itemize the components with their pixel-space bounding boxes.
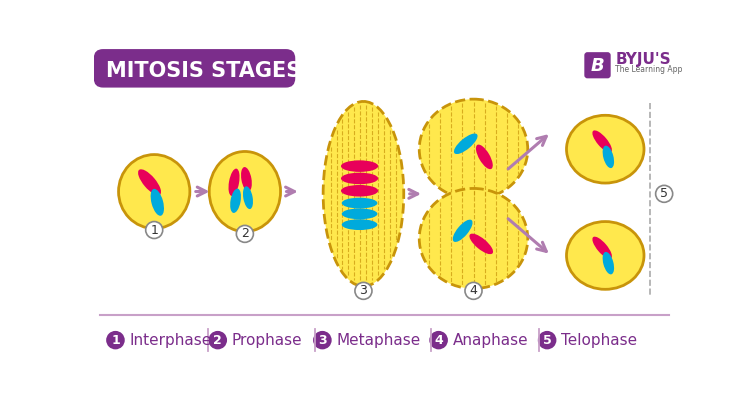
Circle shape <box>209 331 227 349</box>
Circle shape <box>106 331 124 349</box>
FancyBboxPatch shape <box>94 49 296 88</box>
Ellipse shape <box>603 146 614 168</box>
Ellipse shape <box>341 160 378 172</box>
Circle shape <box>313 331 332 349</box>
Ellipse shape <box>470 234 493 254</box>
Ellipse shape <box>241 167 252 191</box>
Circle shape <box>236 225 254 243</box>
Ellipse shape <box>342 209 377 219</box>
Circle shape <box>656 185 673 202</box>
Text: The Learning App: The Learning App <box>615 65 682 74</box>
Text: Metaphase: Metaphase <box>336 333 421 348</box>
Text: 1: 1 <box>150 224 158 236</box>
Circle shape <box>465 282 482 299</box>
Ellipse shape <box>118 155 190 229</box>
Text: Interphase: Interphase <box>130 333 212 348</box>
Text: 3: 3 <box>359 284 368 297</box>
Text: Telophase: Telophase <box>561 333 638 348</box>
Text: BYJU'S: BYJU'S <box>615 52 671 67</box>
Ellipse shape <box>566 222 644 289</box>
Ellipse shape <box>243 186 253 209</box>
Text: MITOSIS STAGES: MITOSIS STAGES <box>106 61 302 81</box>
Ellipse shape <box>229 169 239 196</box>
Text: 2: 2 <box>241 227 249 240</box>
Ellipse shape <box>603 252 614 274</box>
FancyBboxPatch shape <box>584 52 610 79</box>
Ellipse shape <box>342 198 377 209</box>
Ellipse shape <box>342 219 377 230</box>
Ellipse shape <box>341 185 378 197</box>
Ellipse shape <box>454 133 478 154</box>
Ellipse shape <box>323 101 404 286</box>
Text: Anaphase: Anaphase <box>452 333 528 348</box>
Ellipse shape <box>592 130 612 153</box>
Ellipse shape <box>476 144 493 169</box>
Ellipse shape <box>230 189 241 213</box>
Text: 5: 5 <box>660 187 668 200</box>
Circle shape <box>146 222 163 238</box>
Text: B: B <box>591 57 604 75</box>
Text: 2: 2 <box>213 334 222 347</box>
Ellipse shape <box>341 173 378 184</box>
Ellipse shape <box>209 151 280 231</box>
Text: 3: 3 <box>318 334 327 347</box>
Ellipse shape <box>566 115 644 183</box>
Ellipse shape <box>419 99 528 199</box>
Ellipse shape <box>419 189 528 289</box>
Text: 1: 1 <box>111 334 120 347</box>
Ellipse shape <box>151 189 164 216</box>
Circle shape <box>355 282 372 299</box>
Text: 4: 4 <box>434 334 443 347</box>
Text: 5: 5 <box>543 334 551 347</box>
Ellipse shape <box>592 237 612 259</box>
Circle shape <box>429 331 448 349</box>
Ellipse shape <box>453 220 472 242</box>
Circle shape <box>538 331 556 349</box>
Ellipse shape <box>138 169 161 195</box>
Text: Prophase: Prophase <box>232 333 302 348</box>
Text: 4: 4 <box>470 284 478 297</box>
